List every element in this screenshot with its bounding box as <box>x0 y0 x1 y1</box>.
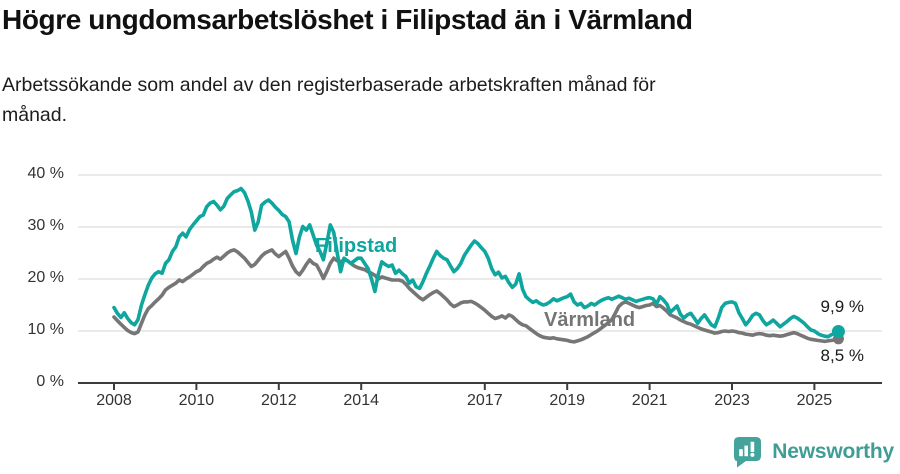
series-label-varmland: Värmland <box>544 309 636 331</box>
newsworthy-logo-icon <box>734 437 762 468</box>
bar-small <box>739 449 744 457</box>
subtitle-line-1: Arbetssökande som andel av den registerb… <box>2 74 656 96</box>
x-axis-label-2025: 2025 <box>796 392 833 409</box>
x-axis-label-2008: 2008 <box>96 392 132 409</box>
chart-subtitle: Arbetssökande som andel av den registerb… <box>2 70 882 130</box>
y-axis-label-30: 30 % <box>27 217 64 234</box>
end-dot-filipstad <box>831 325 845 339</box>
x-axis-label-2012: 2012 <box>261 392 297 409</box>
exclamation-stem <box>750 441 755 452</box>
end-value-label-filipstad: 9,9 % <box>820 297 864 316</box>
bar-tall <box>744 445 749 457</box>
line-filipstad <box>112 186 841 339</box>
exclamation-dot <box>750 452 755 457</box>
y-axis-label-40: 40 % <box>27 165 64 182</box>
x-axis-label-2023: 2023 <box>714 392 750 409</box>
page-title: Högre ungdomsarbetslöshet i Filipstad än… <box>2 4 693 35</box>
y-axis-label-20: 20 % <box>27 269 64 286</box>
x-axis-label-2017: 2017 <box>467 392 503 409</box>
series-label-filipstad: Filipstad <box>315 235 398 257</box>
x-axis-label-2014: 2014 <box>343 392 379 409</box>
y-axis-label-0: 0 % <box>36 373 64 390</box>
x-axis-label-2019: 2019 <box>549 392 585 409</box>
y-axis-label-10: 10 % <box>27 321 64 338</box>
x-axis-label-2021: 2021 <box>631 392 668 409</box>
subtitle-line-2: månad. <box>2 104 68 126</box>
newsworthy-logo[interactable]: Newsworthy <box>732 436 894 468</box>
newsworthy-wordmark: Newsworthy <box>772 440 894 463</box>
x-axis-label-2010: 2010 <box>178 392 215 409</box>
line-värmland <box>112 248 841 344</box>
end-value-label-varmland: 8,5 % <box>820 346 864 365</box>
